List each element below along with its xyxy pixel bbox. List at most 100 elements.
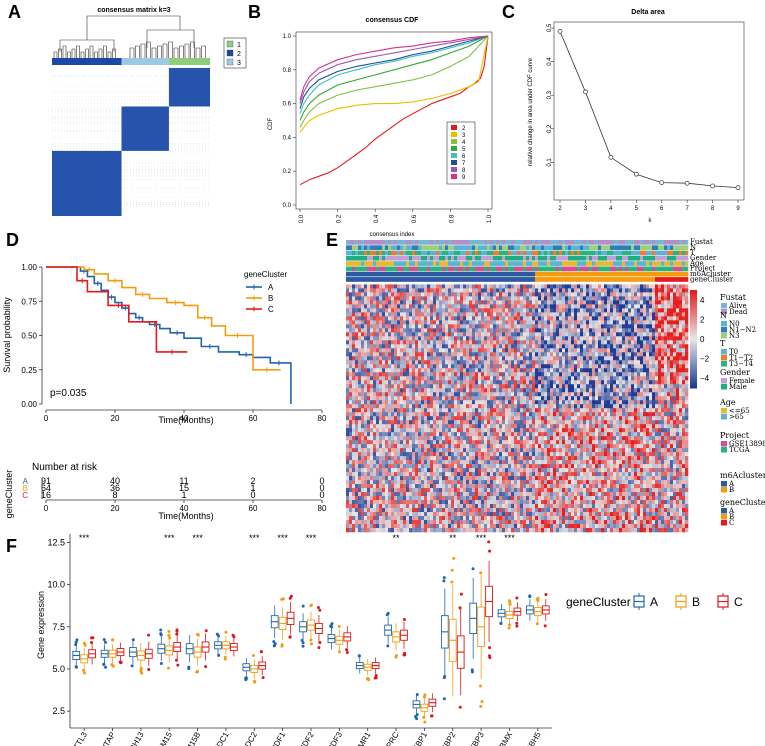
heatmap-cell [499,384,503,389]
heatmap-cell [622,328,626,333]
heatmap-cell [382,372,386,377]
annotation-cell [457,240,461,245]
heatmap-cell [514,312,518,317]
heatmap-cell [451,292,455,297]
heatmap-cell [634,304,638,309]
annotation-cell [499,250,503,256]
heatmap-cell [388,332,392,337]
heatmap-cell [673,328,677,333]
heatmap-cell [403,360,407,365]
heatmap-cell [622,344,626,349]
heatmap-cell [604,368,608,373]
annotation-cell [469,240,473,245]
heatmap-cell [670,388,674,393]
annotation-cell [520,277,524,282]
heatmap-cell [649,312,653,317]
heatmap-cell [538,296,542,301]
annotation-cell [406,277,410,282]
heatmap-cell [586,360,590,365]
heatmap-cell [601,344,605,349]
annotation-cell [649,240,653,245]
heatmap-cell [580,340,584,345]
annotation-cell [442,266,446,272]
heatmap-cell [589,400,593,405]
heatmap-cell [394,284,398,289]
heatmap-cell [409,412,413,417]
heatmap-cell [595,328,599,333]
annotation-cell [637,277,641,282]
heatmap-cell [637,380,641,385]
heatmap-cell [562,396,566,401]
heatmap-cell [586,308,590,313]
heatmap-cell [484,352,488,357]
heatmap-cell [565,360,569,365]
heatmap-cell [679,356,683,361]
heatmap-cell [586,400,590,405]
annotation-cell [685,240,689,245]
heatmap-cell [619,400,623,405]
heatmap-cell [607,352,611,357]
heatmap-cell [346,380,350,385]
heatmap-cell [673,320,677,325]
annotation-cell [670,255,674,261]
heatmap-cell [505,320,509,325]
heatmap-cell [589,288,593,293]
annotation-cell [355,271,359,277]
heatmap-cell [490,348,494,353]
annotation-cell [535,261,539,266]
annotation-cell [451,261,455,266]
heatmap-cell [436,352,440,357]
heatmap-cell [565,316,569,321]
heatmap-cell [544,320,548,325]
heatmap-cell [502,380,506,385]
heatmap-cell [661,288,665,293]
heatmap-cell [514,344,518,349]
heatmap-cell [634,320,638,325]
heatmap-cell [640,340,644,345]
heatmap-cell [583,372,587,377]
heatmap-cell [550,404,554,409]
heatmap-cell [421,368,425,373]
heatmap-cell [634,384,638,389]
heatmap-cell [436,396,440,401]
annotation-cell [400,245,404,250]
heatmap-cell [655,348,659,353]
heatmap-cell [625,316,629,321]
heatmap-cell [640,284,644,289]
heatmap-cell [496,300,500,305]
heatmap-cell [400,324,404,329]
heatmap-cell [403,392,407,397]
annotation-cell [376,266,380,272]
heatmap-cell [430,368,434,373]
heatmap-cell [589,292,593,297]
annotation-cell [562,271,566,277]
heatmap-cell [664,288,668,293]
annotation-cell [418,266,422,272]
heatmap-cell [649,368,653,373]
heatmap-cell [679,300,683,305]
heatmap-cell [424,372,428,377]
heatmap-cell [676,384,680,389]
heatmap-cell [517,320,521,325]
dendrogram-branch [146,29,195,48]
heatmap-cell [454,324,458,329]
heatmap-cell [670,292,674,297]
heatmap-cell [421,348,425,353]
heatmap-cell [376,308,380,313]
heatmap-cell [634,412,638,417]
heatmap-cell [427,372,431,377]
heatmap-cell [355,320,359,325]
heatmap-cell [412,392,416,397]
heatmap-cell [568,348,572,353]
annotation-cell [643,266,647,272]
heatmap-cell [382,384,386,389]
heatmap-cell [490,408,494,413]
annotation-cell [349,271,353,277]
heatmap-cell [583,300,587,305]
heatmap-cell [622,400,626,405]
heatmap-cell [661,284,665,289]
annotation-cell [364,240,368,245]
heatmap-cell [517,364,521,369]
heatmap-cell [499,368,503,373]
dendrogram-leaf [190,41,195,58]
